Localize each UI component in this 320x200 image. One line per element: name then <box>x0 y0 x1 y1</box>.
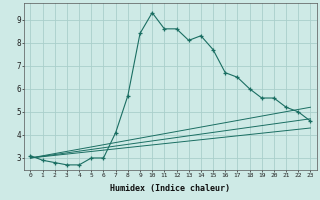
X-axis label: Humidex (Indice chaleur): Humidex (Indice chaleur) <box>110 184 230 193</box>
